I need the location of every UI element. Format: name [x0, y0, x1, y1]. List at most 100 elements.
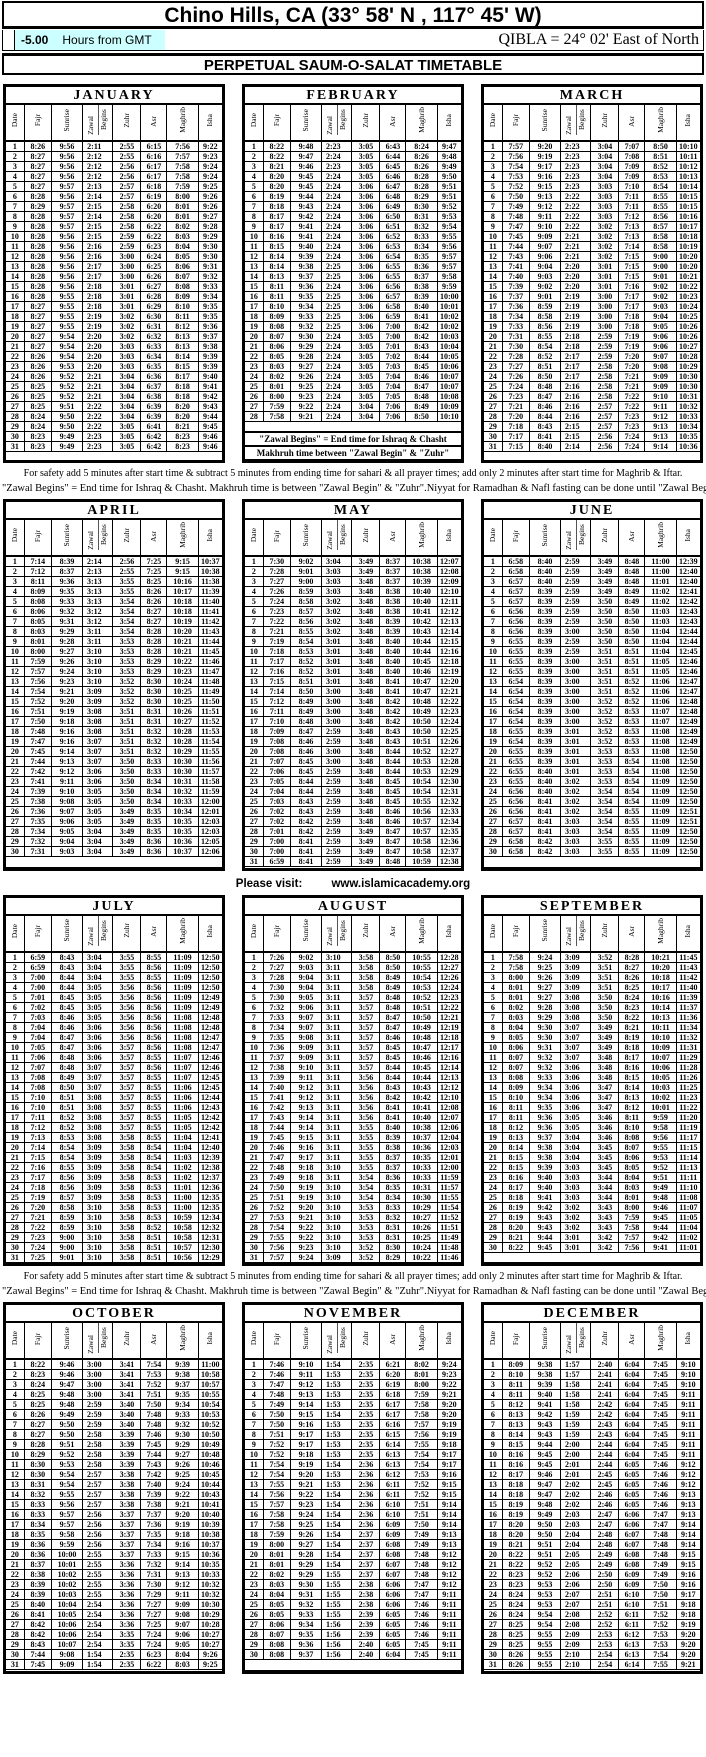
time-cell: 2:47 — [590, 1519, 620, 1531]
time-cell: 3:50 — [590, 606, 620, 618]
time-cell: 11:26 — [676, 1072, 700, 1083]
time-cell: 3:55 — [112, 586, 142, 598]
time-cell: 7:54 — [140, 1359, 168, 1371]
time-cell: 2:57 — [112, 181, 142, 192]
time-cell: 3:05 — [112, 441, 142, 452]
time-cell: 3:51 — [112, 746, 142, 758]
time-cell: 2:56 — [590, 441, 620, 452]
time-cell: 9:22 — [290, 1489, 323, 1501]
time-cell: 3:48 — [351, 676, 381, 688]
time-cell: 8:09 — [24, 586, 52, 598]
day-cell: 8 — [245, 1429, 264, 1441]
time-cell: 9:24 — [529, 951, 562, 963]
month-name: SEPTEMBER — [484, 898, 700, 916]
time-cell: 3:54 — [590, 816, 620, 828]
time-cell: 7:02 — [379, 351, 407, 362]
time-cell: 10:07 — [437, 381, 461, 392]
day-cell: 24 — [484, 371, 503, 382]
time-cell: 9:01 — [644, 271, 677, 282]
time-cell: 9:22 — [198, 141, 222, 152]
time-cell: 9:12 — [290, 1092, 323, 1103]
time-cell: 3:07 — [82, 756, 114, 768]
col-header-fajr: Fajr — [24, 915, 52, 953]
time-cell: 9:00 — [644, 261, 677, 272]
time-cell: 3:00 — [82, 1369, 114, 1381]
time-cell: 9:26 — [166, 1459, 199, 1471]
time-cell: 3:57 — [351, 1042, 381, 1053]
time-cell: 3:36 — [112, 1599, 142, 1611]
time-cell: 3:57 — [351, 1032, 381, 1043]
time-cell: 8:15 — [502, 1162, 530, 1173]
time-cell: 12:45 — [198, 1072, 222, 1083]
time-cell: 8:30 — [405, 201, 438, 212]
time-cell: 3:38 — [112, 1499, 142, 1511]
col-header-label: Maghrib — [416, 522, 426, 549]
day-cell: 29 — [484, 1639, 503, 1651]
time-cell: 6:33 — [140, 341, 168, 352]
table-row: 9 8:17 9:41 2:24 3:06 6:51 8:32 9:54 — [245, 221, 461, 232]
time-cell: 8:53 — [618, 706, 646, 718]
day-cell: 28 — [6, 1222, 25, 1233]
time-cell: 7:16 — [263, 666, 291, 678]
time-cell: 3:48 — [351, 766, 381, 778]
time-cell: 9:54 — [51, 1469, 84, 1481]
time-cell: 8:36 — [379, 1172, 407, 1183]
time-cell: 8:55 — [140, 1132, 168, 1143]
table-row: 7 8:27 9:50 2:59 3:40 7:48 9:32 10:52 — [6, 1419, 222, 1431]
time-cell: 2:24 — [321, 151, 353, 162]
table-row: 27 7:02 8:42 2:59 3:48 8:46 10:57 12:34 — [245, 816, 461, 828]
time-cell: 7:44 — [24, 1649, 52, 1661]
day-cell: 13 — [6, 1072, 25, 1083]
time-cell: 3:11 — [321, 1002, 353, 1013]
day-cell: 29 — [484, 836, 503, 848]
time-cell: 3:05 — [351, 351, 381, 362]
website-url[interactable]: www.islamicacademy.org — [331, 877, 471, 890]
time-cell: 12:50 — [676, 786, 700, 798]
month-name: JANUARY — [6, 87, 222, 105]
time-cell: 3:04 — [82, 972, 114, 983]
time-cell: 2:24 — [321, 181, 353, 192]
time-cell: 9:12 — [437, 1579, 461, 1591]
time-cell: 11:47 — [198, 666, 222, 678]
time-cell: 9:35 — [198, 311, 222, 322]
time-cell: 10:58 — [198, 1369, 222, 1381]
time-cell: 8:07 — [502, 1052, 530, 1063]
time-cell: 8:08 — [166, 281, 199, 292]
col-header-label: Maghrib — [416, 107, 426, 133]
time-cell: 7:58 — [405, 1409, 438, 1421]
table-row: 29 8:24 9:50 2:22 3:05 6:41 8:21 9:45 — [6, 421, 222, 432]
day-cell: 6 — [484, 606, 503, 618]
time-cell: 3:06 — [351, 291, 381, 302]
time-cell: 8:55 — [618, 806, 646, 818]
time-cell: 3:51 — [590, 676, 620, 688]
table-row: 6 7:50 9:13 2:22 3:03 7:11 8:55 10:15 — [484, 191, 700, 202]
time-cell: 9:27 — [166, 1449, 199, 1461]
time-cell: 3:48 — [590, 1062, 620, 1073]
col-header-label: Begins — [98, 915, 109, 946]
time-cell: 7:57 — [263, 1252, 291, 1263]
time-cell: 6:17 — [140, 171, 168, 182]
table-row: 4 8:27 9:56 2:12 2:56 6:17 7:58 9:24 — [6, 171, 222, 182]
time-cell: 8:45 — [379, 796, 407, 808]
time-cell: 8:56 — [140, 992, 168, 1003]
time-cell: 8:55 — [140, 1122, 168, 1133]
time-cell: 8:16 — [502, 1449, 530, 1461]
time-cell: 6:19 — [379, 1379, 407, 1391]
time-cell: 6:08 — [618, 1559, 646, 1571]
time-cell: 9:11 — [437, 1639, 461, 1651]
time-cell: 8:58 — [529, 311, 562, 322]
time-cell: 11:46 — [437, 1252, 461, 1263]
time-cell: 3:55 — [112, 576, 142, 588]
time-cell: 2:09 — [560, 1639, 592, 1651]
table-row: 31 8:26 9:55 2:10 2:54 6:14 7:55 9:21 — [484, 1659, 700, 1671]
website-note: Please visit: www.islamicacademy.org — [2, 878, 704, 890]
day-cell: 31 — [245, 1252, 264, 1263]
time-cell: 7:24 — [618, 431, 646, 442]
time-cell: 6:04 — [618, 1449, 646, 1461]
time-cell: 7:51 — [405, 1499, 438, 1511]
time-cell: 3:48 — [351, 706, 381, 718]
time-cell: 8:01 — [166, 201, 199, 212]
time-cell: 10:58 — [405, 846, 438, 858]
time-cell: 12:28 — [437, 756, 461, 768]
time-cell: 11:06 — [644, 686, 677, 698]
